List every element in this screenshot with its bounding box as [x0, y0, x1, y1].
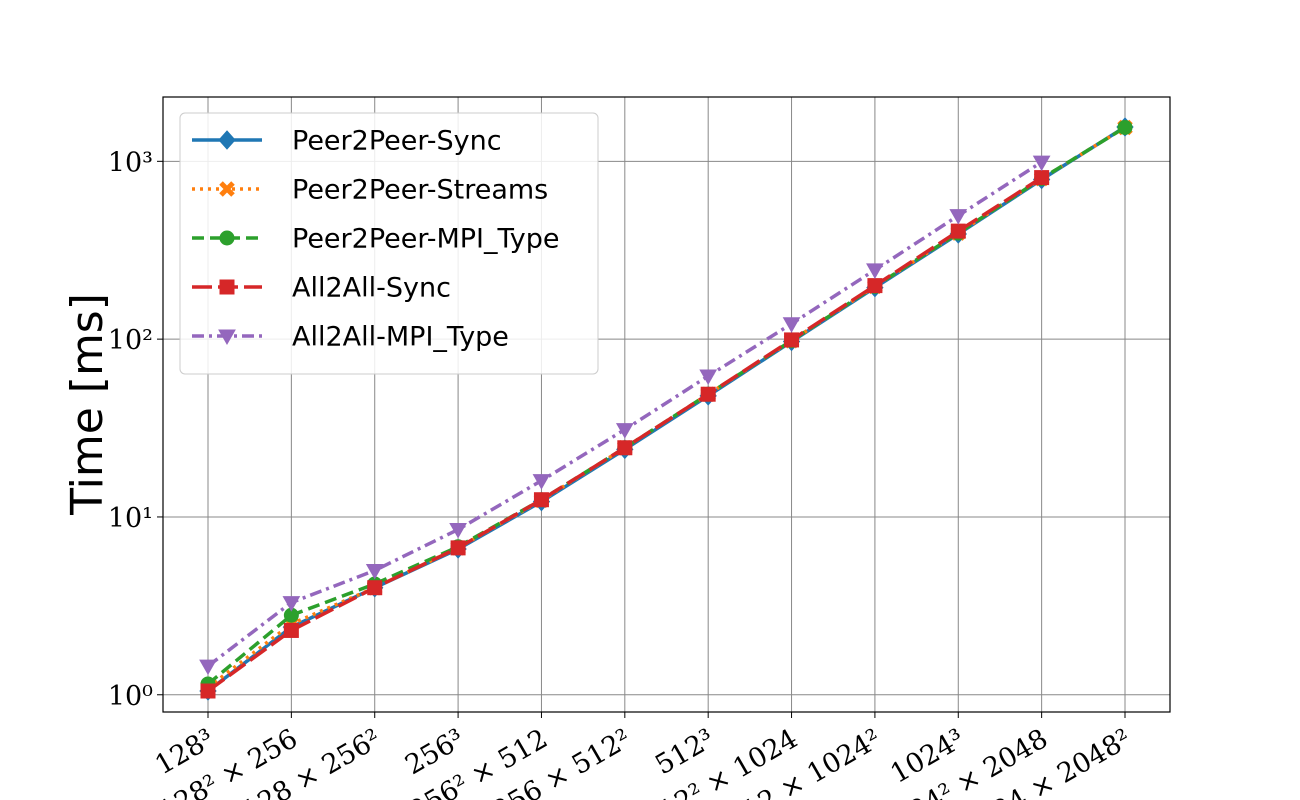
marker — [1032, 155, 1051, 172]
marker — [949, 209, 968, 225]
marker — [1034, 170, 1050, 186]
plot-area — [199, 117, 1134, 701]
marker — [699, 369, 718, 386]
marker — [219, 230, 235, 246]
marker — [218, 130, 236, 150]
legend: Peer2Peer-Sync Peer2Peer-Streams Peer2Peer… — [179, 112, 599, 375]
legend-label: All2All-Sync — [292, 273, 451, 304]
marker — [532, 474, 551, 490]
marker — [867, 278, 883, 294]
marker — [282, 596, 301, 612]
marker — [784, 332, 800, 348]
marker — [218, 329, 236, 346]
marker — [615, 423, 634, 439]
marker — [950, 223, 966, 239]
y-tick-label: 10² — [108, 325, 153, 356]
marker — [199, 659, 217, 676]
marker — [449, 523, 467, 539]
legend-label: Peer2Peer-MPI_Type — [292, 224, 560, 255]
marker — [533, 492, 549, 508]
marker — [219, 279, 235, 295]
legend-box — [179, 112, 599, 375]
marker — [866, 263, 884, 279]
marker — [1117, 119, 1133, 135]
legend-label: All2All-MPI_Type — [292, 322, 509, 353]
marker — [365, 563, 384, 580]
marker — [283, 622, 299, 638]
marker — [200, 683, 216, 699]
marker — [219, 181, 235, 197]
marker — [700, 386, 716, 402]
y-axis-label: Time [ms] — [62, 293, 113, 516]
legend-label: Peer2Peer-Streams — [292, 175, 548, 206]
marker — [782, 317, 801, 333]
marker — [367, 580, 383, 596]
axes-frame — [162, 96, 1171, 713]
legend-label: Peer2Peer-Sync — [292, 126, 502, 157]
marker — [450, 540, 466, 556]
y-tick-label: 10³ — [108, 147, 153, 178]
y-tick-label: 10¹ — [108, 503, 153, 534]
y-tick-label: 10⁰ — [108, 681, 153, 712]
marker — [617, 440, 633, 456]
